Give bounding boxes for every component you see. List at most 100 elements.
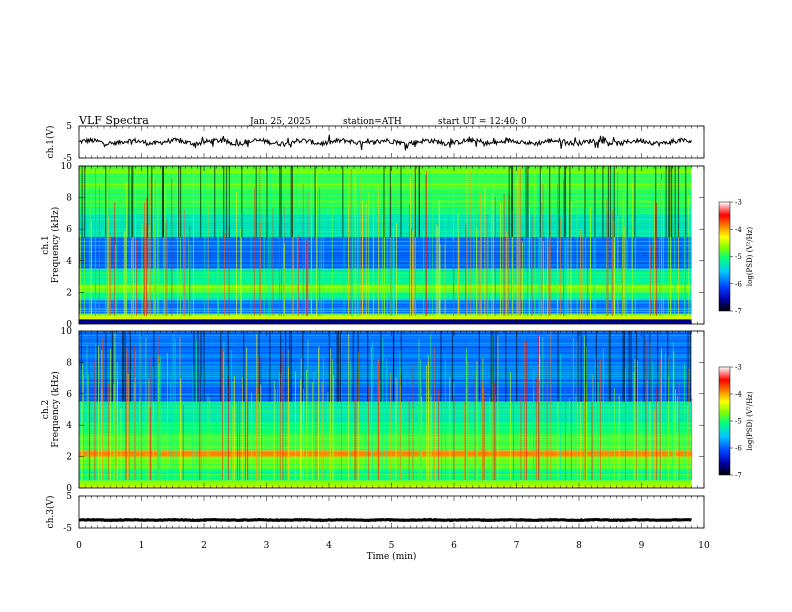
spectrogram-row — [79, 260, 692, 262]
spectrogram-row — [79, 370, 692, 372]
dropout-streak — [608, 331, 610, 402]
sferic-streak — [198, 369, 200, 481]
y-axis-label-line: ch.2 — [41, 400, 51, 419]
sferic-streak — [196, 340, 197, 481]
sferic-streak — [153, 174, 155, 317]
sferic-streak — [311, 382, 313, 481]
sferic-streak — [484, 187, 486, 317]
dropout-streak — [302, 331, 304, 402]
sferic-streak — [649, 243, 651, 317]
sferic-streak — [663, 191, 664, 317]
spectrogram-row — [79, 274, 692, 276]
dropout-streak — [580, 331, 582, 402]
sferic-streak — [690, 203, 691, 317]
dropout-streak — [84, 166, 86, 238]
sferic-streak — [534, 242, 536, 317]
sferic-streak — [529, 207, 530, 317]
spectrogram-row — [79, 346, 692, 348]
sferic-streak — [618, 395, 620, 481]
sferic-streak — [481, 177, 482, 317]
sferic-streak — [89, 205, 91, 317]
dropout-streak — [266, 166, 268, 238]
spectrogram-row — [79, 482, 692, 483]
sferic-streak — [282, 349, 284, 481]
sferic-streak — [670, 198, 671, 317]
sferic-streak — [193, 171, 194, 317]
ch2-colorbar-gradient — [718, 366, 731, 476]
sferic-streak — [359, 178, 361, 317]
spectrogram-row — [79, 173, 692, 175]
sferic-streak — [311, 170, 312, 317]
sferic-streak — [522, 241, 523, 317]
spectrogram-row — [79, 444, 692, 446]
sferic-streak — [179, 336, 181, 481]
sferic-streak — [654, 409, 655, 481]
sferic-streak — [611, 238, 613, 317]
spectrogram-row — [79, 276, 692, 278]
sferic-streak — [177, 168, 179, 317]
spectrogram-row — [79, 268, 692, 270]
sferic-streak — [381, 214, 383, 317]
dropout-streak — [607, 166, 609, 238]
colorbar-label: log(PSD) (V²/Hz) — [746, 391, 754, 450]
sferic-streak — [228, 225, 230, 317]
sferic-streak — [362, 212, 364, 317]
header-start-time: start UT = 12:40: 0 — [438, 117, 527, 127]
spectrogram-row — [79, 393, 692, 395]
dropout-streak — [129, 331, 131, 402]
spectrogram-row — [79, 438, 692, 440]
dropout-streak — [241, 166, 243, 238]
dropout-streak — [255, 166, 257, 238]
spectrogram-row — [79, 458, 692, 460]
spectrogram-row — [79, 280, 692, 282]
spectrogram-row — [79, 472, 692, 474]
sferic-streak — [652, 361, 654, 481]
sferic-streak — [110, 348, 111, 481]
sferic-streak — [411, 243, 413, 317]
x-tick-label: 7 — [514, 541, 520, 551]
sferic-streak — [399, 350, 401, 481]
spectrogram-row — [79, 245, 692, 246]
colorbar-tick-label: -4 — [735, 391, 742, 399]
dropout-streak — [585, 331, 587, 402]
sferic-streak — [420, 378, 422, 481]
sferic-streak — [358, 352, 359, 481]
sferic-streak — [557, 241, 558, 317]
spectrogram-row — [79, 399, 692, 401]
spectrogram-row — [79, 382, 692, 383]
spectrogram-row — [79, 334, 692, 336]
sferic-streak — [192, 364, 194, 481]
sferic-streak — [432, 188, 434, 317]
sferic-streak — [318, 347, 319, 481]
colorbar-label: log(PSD) (V²/Hz) — [746, 227, 754, 286]
sferic-streak — [124, 228, 126, 317]
sferic-streak — [652, 183, 654, 317]
spectrogram-row — [79, 227, 692, 229]
sferic-streak — [84, 238, 85, 317]
sferic-streak — [331, 205, 333, 317]
spectrogram-row — [79, 246, 692, 248]
sferic-streak — [466, 173, 468, 317]
spectrogram-row — [79, 258, 692, 260]
sferic-streak — [280, 237, 282, 317]
sferic-streak — [489, 397, 491, 481]
spectrogram-row — [79, 401, 692, 403]
sferic-streak — [368, 192, 370, 317]
spectrogram-row — [79, 235, 692, 237]
dropout-streak — [671, 166, 673, 238]
sferic-streak — [323, 177, 324, 317]
sferic-streak — [313, 371, 315, 481]
dropout-streak — [285, 331, 287, 402]
sferic-streak — [159, 362, 160, 481]
sferic-streak — [412, 363, 414, 481]
sferic-streak — [174, 338, 176, 481]
dropout-streak — [668, 166, 670, 238]
spectrogram-row — [79, 348, 692, 350]
sferic-streak — [207, 395, 209, 481]
sferic-streak — [660, 366, 662, 481]
sferic-streak — [473, 210, 475, 317]
sferic-streak — [148, 379, 150, 481]
sferic-streak — [226, 366, 228, 481]
dropout-streak — [495, 331, 497, 402]
